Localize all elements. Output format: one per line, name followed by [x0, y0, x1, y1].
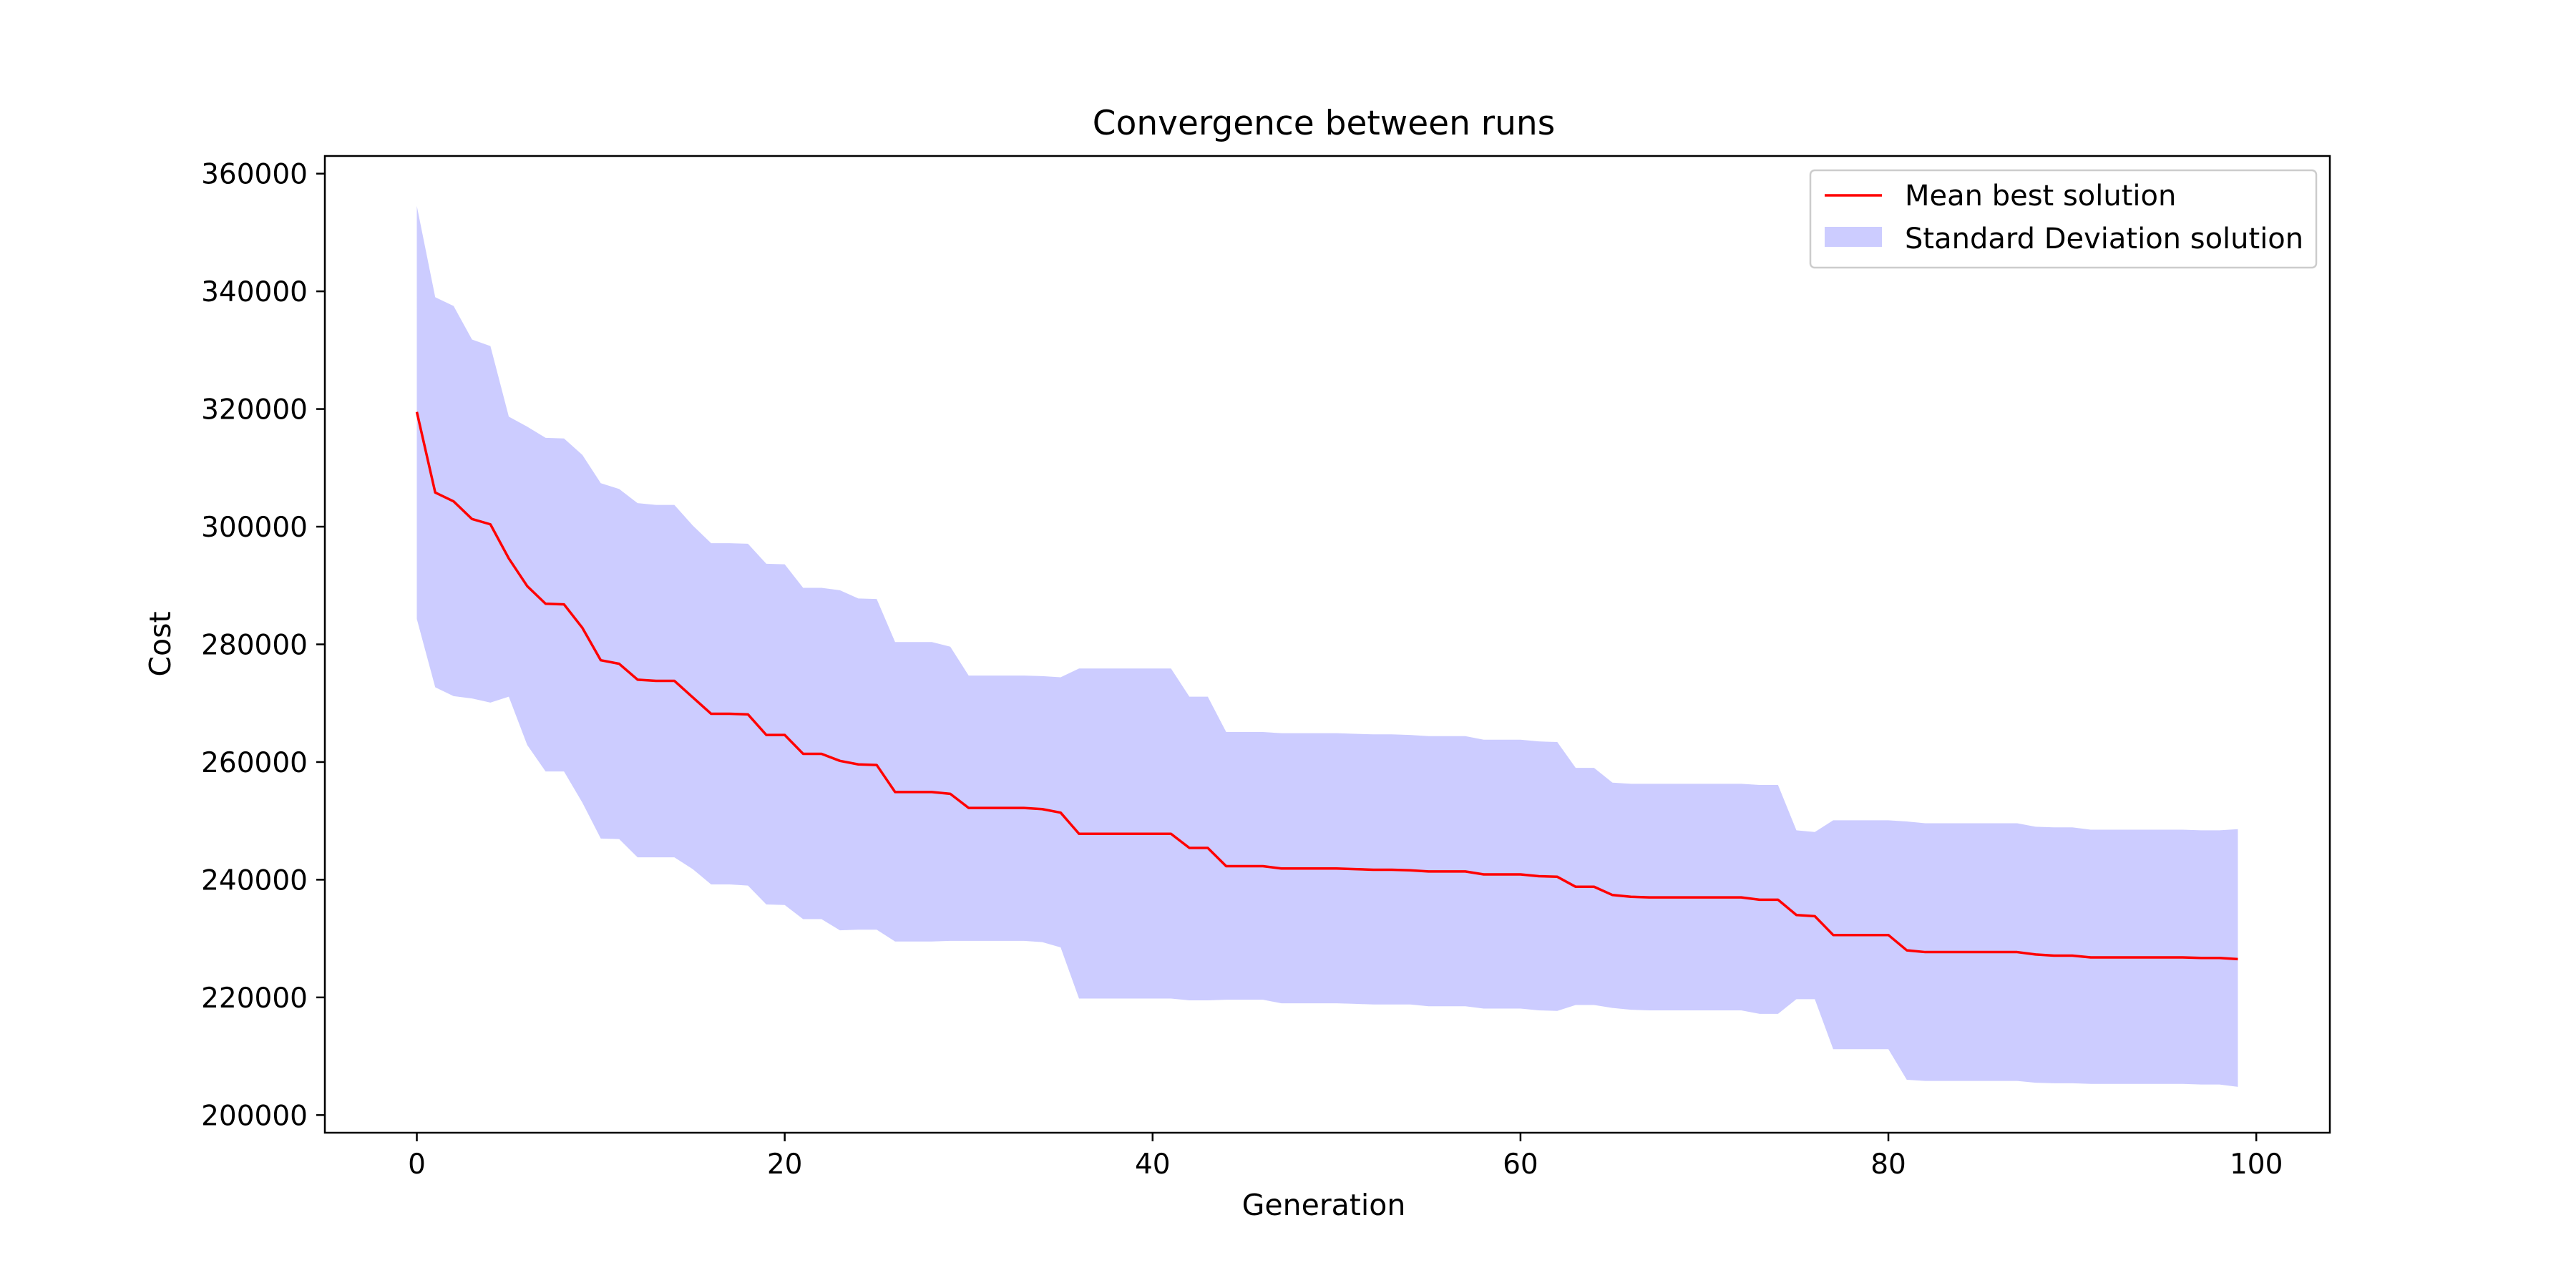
y-tick-label: 300000: [201, 512, 308, 544]
legend-std-label: Standard Deviation solution: [1905, 223, 2303, 255]
y-tick-label: 240000: [201, 864, 308, 897]
x-tick-label: 60: [1503, 1148, 1538, 1181]
y-tick-label: 260000: [201, 747, 308, 779]
mean-best-solution-line: [415, 411, 2238, 961]
x-tick-label: 100: [2230, 1148, 2283, 1181]
y-axis-label: Cost: [143, 611, 177, 676]
legend-mean-label: Mean best solution: [1905, 180, 2176, 213]
legend-std-swatch: [1825, 227, 1882, 247]
std-deviation-band: [416, 205, 2238, 1087]
y-tick-label: 220000: [201, 982, 308, 1015]
y-tick-label: 200000: [201, 1100, 308, 1132]
y-tick-label: 280000: [201, 630, 308, 662]
y-tick-label: 340000: [201, 276, 308, 308]
x-tick-label: 40: [1135, 1148, 1171, 1181]
x-tick-label: 20: [767, 1148, 803, 1181]
legend-box: [1809, 169, 2318, 269]
chart-title: Convergence between runs: [1093, 104, 1555, 143]
x-tick-label: 0: [408, 1148, 426, 1181]
x-axis-label: Generation: [1242, 1188, 1406, 1222]
y-tick-label: 360000: [201, 159, 308, 191]
x-tick-label: 80: [1870, 1148, 1906, 1181]
y-tick-label: 320000: [201, 394, 308, 426]
